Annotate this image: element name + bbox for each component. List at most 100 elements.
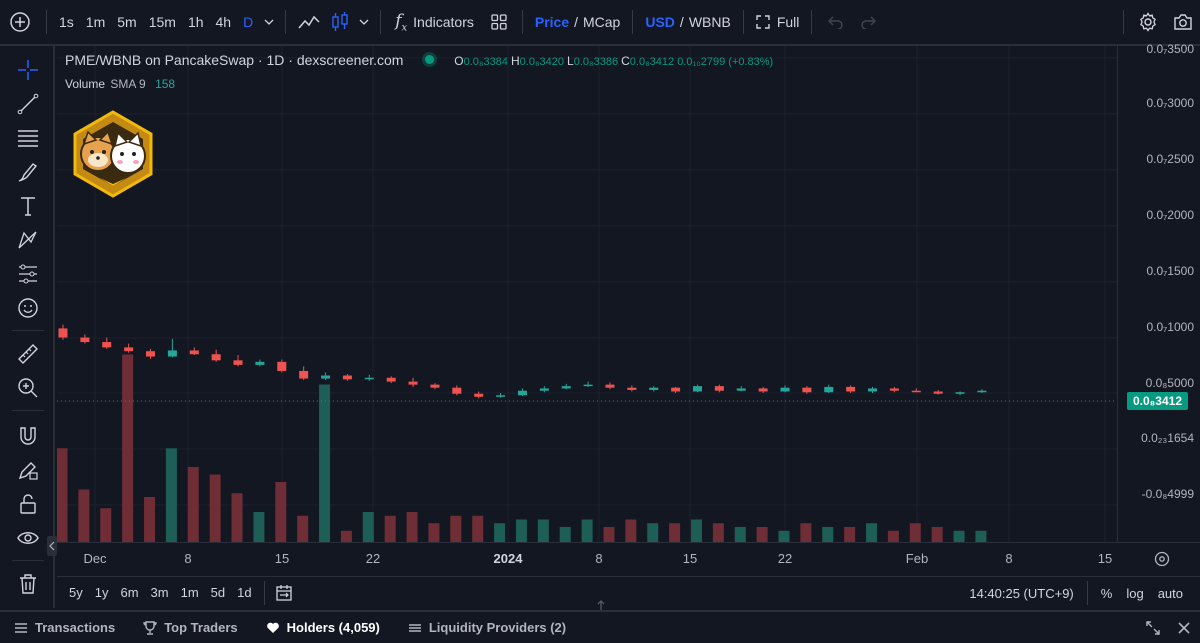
close-icon[interactable] <box>1168 621 1200 634</box>
redo-icon[interactable] <box>854 5 882 39</box>
time-label: 2024 <box>493 551 523 566</box>
auto-toggle[interactable]: auto <box>1157 585 1183 601</box>
indicators-button[interactable]: fx Indicators <box>387 5 482 39</box>
trash-icon[interactable] <box>12 568 44 600</box>
price-label: 0.0₇2000 <box>1146 208 1194 222</box>
volume-bar <box>515 519 527 542</box>
log-toggle[interactable]: log <box>1126 585 1144 601</box>
candle <box>517 390 527 396</box>
brush-icon[interactable] <box>12 156 44 188</box>
range-5y[interactable]: 5y <box>69 585 83 600</box>
timeframe-1m[interactable]: 1m <box>85 14 106 30</box>
range-5d[interactable]: 5d <box>210 585 226 600</box>
candle <box>452 387 462 394</box>
line-chart-icon[interactable] <box>292 5 326 39</box>
time-scale[interactable]: Dec 8 15 22 2024 8 15 22 Feb 8 15 <box>57 542 1200 576</box>
undo-icon[interactable] <box>818 5 854 39</box>
price-mcap-toggle[interactable]: Price / MCap <box>529 5 627 39</box>
price-scale[interactable]: 0.0₇3500 0.0₇3000 0.0₇2500 0.0₇2000 0.0₇1500… <box>1117 42 1200 542</box>
maximize-icon[interactable] <box>1138 620 1168 635</box>
volume-bar <box>144 497 156 542</box>
chevron-down-icon[interactable] <box>354 5 374 39</box>
unlock-icon[interactable] <box>12 488 44 520</box>
volume-bar <box>384 515 396 542</box>
time-label: 8 <box>1005 551 1013 566</box>
pencil-lock-icon[interactable] <box>12 454 44 486</box>
current-price-badge: 0.0₈3412 <box>1127 392 1188 410</box>
candle <box>561 386 571 389</box>
candle <box>802 387 812 393</box>
layout-grid-icon[interactable] <box>482 5 516 39</box>
fullscreen-button[interactable]: Full <box>750 5 806 39</box>
timeframe-D[interactable]: D <box>243 14 254 30</box>
currency-toggle[interactable]: USD / WBNB <box>639 5 736 39</box>
crosshair-icon[interactable] <box>12 54 44 86</box>
timeframe-1s[interactable]: 1s <box>59 14 74 30</box>
wbnb-option[interactable]: WBNB <box>688 14 731 30</box>
timeframe-15m[interactable]: 15m <box>148 14 176 30</box>
full-label: Full <box>776 14 800 30</box>
volume-bar <box>625 519 637 542</box>
time-label: 22 <box>777 551 793 566</box>
scale-settings-icon[interactable] <box>1154 551 1170 572</box>
volume-bar <box>690 519 702 542</box>
tab-label: Top Traders <box>164 620 238 635</box>
range-1y[interactable]: 1y <box>94 585 109 600</box>
trend-line-icon[interactable] <box>12 88 44 120</box>
price-option[interactable]: Price <box>534 14 570 30</box>
tab-liquidity-providers[interactable]: Liquidity Providers (2) <box>394 620 580 635</box>
date-range-icon[interactable] <box>275 584 293 602</box>
tab-holders[interactable]: Holders (4,059) <box>252 620 394 635</box>
clock-readout[interactable]: 14:40:25 (UTC+9) <box>969 585 1074 601</box>
price-label: 0.0₇1000 <box>1146 320 1194 334</box>
volume-bar <box>100 508 112 542</box>
candle <box>496 395 506 397</box>
range-3m[interactable]: 3m <box>150 585 169 600</box>
candles-icon[interactable] <box>326 5 354 39</box>
timeframe-5m[interactable]: 5m <box>117 14 137 30</box>
toolbar-divider <box>521 10 523 34</box>
volume-bar <box>887 530 899 542</box>
percent-toggle[interactable]: % <box>1100 585 1113 601</box>
price-chart[interactable] <box>57 46 1117 542</box>
price-label: 0.0₇3000 <box>1146 96 1194 110</box>
zoom-in-icon[interactable] <box>12 372 44 404</box>
ruler-icon[interactable] <box>12 338 44 370</box>
usd-option[interactable]: USD <box>645 14 675 30</box>
mcap-option[interactable]: MCap <box>583 14 621 30</box>
price-label: 0.0₈5000 <box>1145 376 1194 390</box>
range-1m[interactable]: 1m <box>180 585 199 600</box>
candle <box>824 386 834 393</box>
camera-icon[interactable] <box>1166 5 1200 39</box>
chevron-down-icon[interactable] <box>259 5 279 39</box>
timeframe-1h[interactable]: 1h <box>187 14 204 30</box>
range-1d[interactable]: 1d <box>237 585 252 600</box>
fib-lines-icon[interactable] <box>12 122 44 154</box>
tab-transactions[interactable]: Transactions <box>0 620 129 635</box>
eye-icon[interactable] <box>12 522 44 554</box>
add-symbol-button[interactable] <box>0 5 40 39</box>
volume-bar <box>494 523 506 542</box>
smiley-icon[interactable] <box>12 292 44 324</box>
tab-top-traders[interactable]: Top Traders <box>129 620 251 635</box>
candle <box>430 384 440 388</box>
toolbar-divider <box>285 10 287 34</box>
pattern-icon[interactable] <box>12 224 44 256</box>
collapse-sidebar-icon[interactable] <box>47 536 57 556</box>
range-buttons: 5y 1y 6m 3m 1m 5d 1d <box>63 585 258 600</box>
time-label: 15 <box>1097 551 1113 566</box>
volume-bar <box>975 530 987 542</box>
volume-bar <box>450 515 462 542</box>
text-icon[interactable] <box>12 190 44 222</box>
fullscreen-icon <box>756 15 770 29</box>
settings-gear-icon[interactable] <box>1130 5 1166 39</box>
forecast-icon[interactable] <box>12 258 44 290</box>
volume-bar <box>909 523 921 542</box>
toolbar-divider <box>380 10 382 34</box>
chart-grid <box>57 46 1117 542</box>
candle <box>889 388 899 391</box>
timeframe-4h[interactable]: 4h <box>215 14 232 30</box>
range-6m[interactable]: 6m <box>120 585 139 600</box>
volume-bar <box>712 523 724 542</box>
magnet-icon[interactable] <box>12 420 44 452</box>
